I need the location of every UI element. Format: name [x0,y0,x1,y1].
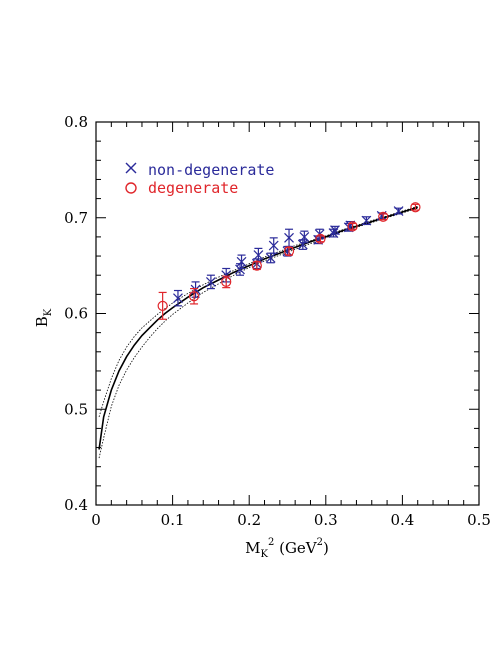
non-degenerate-point [361,215,372,226]
degenerate-point [221,275,232,289]
circle-marker [188,291,200,302]
cross-marker-b [328,228,339,238]
non-degenerate-point [205,274,216,290]
fit-central-line [98,206,418,450]
degenerate-point [378,211,389,222]
circle-marker [347,221,358,232]
cross-marker-b [265,253,276,263]
cross-marker-b [173,293,183,304]
cross-marker-b [297,239,308,250]
x-tick-label: 0.4 [390,511,414,529]
x-axis-label: MK2 (GeV2) [245,537,329,560]
cross-marker-b [268,240,279,251]
cross-marker-b [299,231,310,242]
fit-curves [98,205,418,459]
cross-marker-b [361,215,372,226]
fit-upper-band [98,205,418,418]
y-axis-label-sub: K [43,308,54,316]
non-degenerate-point [284,228,294,248]
fit-lower-band [98,207,418,459]
y-axis-label-main: B [33,316,51,327]
cross-marker-b [284,232,294,243]
legend-label-degenerate: degenerate [148,179,238,197]
x-axis-label-units-open: (GeV [274,539,317,557]
non-degenerate-point [173,289,183,307]
degenerate-point [157,291,168,320]
non-degenerate-point [330,225,340,236]
degenerate-point [347,221,358,232]
x-tick-label: 0 [91,511,101,529]
x-tick-label: 0.5 [467,511,491,529]
legend-marker-non-degenerate [125,162,137,174]
cross-marker-b [393,206,404,216]
non-degenerate-point [190,281,201,298]
cross-marker-b [190,284,201,295]
x-axis-label-main: M [245,539,260,557]
circle-marker [157,300,168,311]
y-axis-label: BK [33,308,54,327]
cross-marker-b [253,250,264,261]
legend: non-degenerate degenerate [125,161,274,197]
data-points [157,202,421,320]
cross-marker-b [313,234,324,245]
x-axis-label-units-close: ) [323,539,329,557]
non-degenerate-point [236,254,247,270]
degenerate-point [283,246,295,257]
degenerate-point [315,233,326,244]
circle-marker [251,260,262,271]
degenerate-point [410,202,421,213]
circle-marker [221,276,232,288]
cross-marker-b [205,276,216,287]
non-degenerate-point [393,206,404,216]
y-tick-label: 0.5 [64,400,88,418]
axis-ticks [95,121,480,506]
degenerate-point [251,260,262,271]
tick-labels: 0 0.1 0.2 0.3 0.4 0.5 0.4 0.5 0.6 0.7 0.8 [64,113,491,529]
legend-label-non-degenerate: non-degenerate [148,161,274,179]
cross-marker-b [236,256,247,267]
x-axis-label-units-sup: 2 [317,537,323,548]
circle-marker [378,211,389,222]
y-tick-label: 0.7 [64,209,88,227]
non-degenerate-point [265,252,276,264]
non-degenerate-point [268,237,279,254]
non-degenerate-point [299,230,310,244]
x-tick-label: 0.1 [161,511,185,529]
y-tick-label: 0.6 [64,305,88,323]
x-tick-label: 0.3 [314,511,338,529]
legend-marker-degenerate [125,182,137,194]
cross-marker-b [330,225,340,236]
y-tick-label: 0.4 [64,496,88,514]
non-degenerate-point [297,239,308,250]
x-axis-label-sup: 2 [268,537,274,548]
y-tick-label: 0.8 [64,113,88,131]
cross-marker-b [235,264,245,275]
x-tick-label: 0.2 [237,511,261,529]
x-axis-label-sub: K [260,549,268,560]
circle-marker [283,246,295,257]
cross-marker-b [282,246,293,257]
degenerate-point [188,288,200,305]
circle-marker [410,202,421,213]
circle-marker [315,233,326,244]
